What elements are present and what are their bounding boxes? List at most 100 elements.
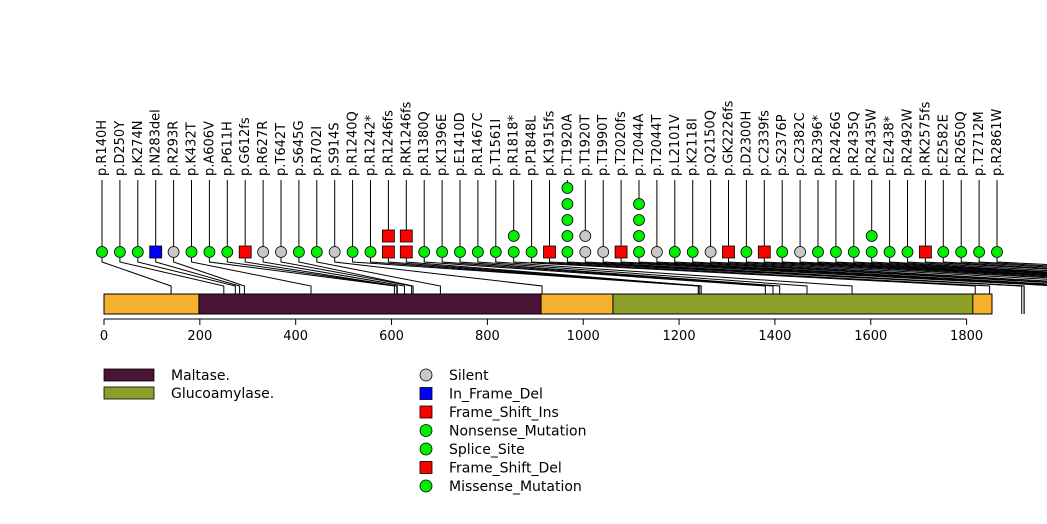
marker-p-r627r-1 — [257, 246, 270, 258]
marker-p-t2044a-3 — [633, 214, 645, 226]
mutation-label-p-k1915fs: p.K1915fs — [543, 110, 558, 176]
x-tick-label-1200: 1200 — [663, 329, 696, 344]
marker-p-t1920a-3 — [561, 214, 574, 226]
domain-glucoamylase — [612, 293, 974, 315]
mutation-label-p-r293r: p.R293R — [167, 121, 182, 176]
mutation-label-p-r2435q: p.R2435Q — [847, 111, 862, 176]
connector-p-r2650q — [960, 258, 1047, 268]
mutation-label-p-t1920a: p.T1920A — [560, 114, 575, 176]
mutation-label-p-a606v: p.A606V — [202, 121, 217, 176]
marker-p-t1920t-2 — [579, 230, 592, 242]
mutation-label-p-k432t: p.K432T — [185, 122, 200, 176]
legend-label-in-frame-del: In_Frame_Del — [449, 387, 543, 403]
marker-p-r1246fs-1 — [381, 245, 395, 259]
mutation-label-p-k274n: p.K274N — [131, 121, 146, 176]
marker-p-d2300h-1 — [740, 246, 753, 258]
mutation-label-p-c2339fs: p.C2339fs — [757, 110, 772, 176]
marker-p-e1410d-1 — [454, 246, 466, 258]
marker-p-p611h-1 — [221, 246, 234, 258]
connector-p-r2435w — [871, 258, 1047, 274]
marker-p-r1380q-1 — [418, 246, 431, 258]
mutation-label-p-rk2575fs: p.RK2575fs — [918, 101, 933, 176]
x-tick-label-400: 400 — [283, 329, 308, 344]
mutation-label-p-q2150q: p.Q2150Q — [704, 110, 719, 176]
legend-label-missense-mutation: Missense_Mutation — [449, 479, 582, 495]
mutation-label-p-e1410d: p.E1410D — [453, 112, 468, 176]
mutation-label-p-rk1246fs: p.RK1246fs — [399, 101, 414, 176]
marker-p-l2101v-1 — [668, 246, 681, 258]
marker-p-k2118i-1 — [686, 246, 699, 258]
marker-p-k432t-1 — [185, 246, 198, 258]
marker-p-c2382c-1 — [794, 246, 806, 258]
connector-p-r2426g — [835, 258, 1047, 275]
legend-marker-frame-shift-del — [419, 461, 433, 474]
marker-p-e2438-1 — [883, 246, 896, 258]
connector-p-d2300h — [745, 258, 1047, 279]
mutation-label-p-t642t: p.T642T — [274, 123, 289, 176]
mutation-label-p-n283del: p.N283del — [149, 109, 164, 176]
x-tick-label-200: 200 — [187, 329, 212, 344]
marker-p-r2435w-1 — [865, 246, 878, 258]
marker-p-t2020fs-1 — [614, 245, 628, 259]
x-tick-label-1400: 1400 — [758, 329, 791, 344]
connector-p-l2101v — [674, 258, 1047, 283]
mutation-label-p-r1380q: p.R1380Q — [417, 111, 432, 176]
mutation-label-p-p611h: p.P611H — [220, 121, 235, 176]
x-tick-label-1000: 1000 — [567, 329, 600, 344]
connector-p-r2492w — [907, 258, 1047, 272]
mutation-label-p-s645g: p.S645G — [292, 120, 307, 176]
mutation-label-p-r1818: p.R1818* — [507, 114, 522, 176]
lollipop-stems — [101, 180, 998, 252]
marker-p-t2044a-2 — [633, 230, 645, 242]
mutation-label-p-t2712m: p.T2712M — [972, 111, 987, 176]
x-tick-label-1600: 1600 — [854, 329, 887, 344]
mutation-label-p-r1467c: p.R1467C — [471, 112, 486, 176]
connector-p-t1920t — [584, 258, 1025, 314]
marker-p-d250y-1 — [114, 246, 126, 258]
connector-p-k2118i — [692, 258, 1047, 283]
legend-marker-frame-shift-ins — [419, 405, 433, 419]
marker-p-k1396e-1 — [436, 246, 449, 258]
mutation-label-p-d2300h: p.D2300H — [739, 111, 754, 176]
x-axis: 0 200 400 600 800 1000 1200 1400 1600 1800 — [100, 318, 983, 344]
legend-label-nonsense-mutation: Nonsense_Mutation — [449, 424, 586, 440]
mutation-label-p-r1242: p.R1242* — [364, 114, 379, 176]
marker-p-rk1246fs-2 — [399, 229, 413, 243]
mutation-label-p-r1246fs: p.R1246fs — [381, 110, 396, 176]
marker-p-gk2226fs-1 — [722, 245, 735, 259]
mutation-label-p-r702i: p.R702I — [310, 126, 325, 176]
legend-marker-missense-mutation — [419, 479, 433, 493]
marker-p-t2712m-1 — [973, 246, 985, 258]
mutation-label-p-r2492w: p.R2492W — [901, 108, 916, 176]
mutation-label-p-l2101v: p.L2101V — [668, 114, 683, 176]
legend-label-splice-site: Splice_Site — [449, 442, 525, 458]
legend-label-maltase: Maltase. — [171, 368, 230, 384]
connector-p-e2438 — [889, 258, 1047, 273]
domain-maltase — [198, 293, 542, 315]
marker-p-q2150q-1 — [704, 246, 717, 258]
marker-p-t1920a-4 — [561, 198, 574, 210]
x-tick-label-600: 600 — [379, 329, 404, 344]
legend-marker-nonsense-mutation — [419, 424, 433, 437]
mutation-type-legend: Silent In_Frame_Del Frame_Shift_Ins Nonsens… — [419, 368, 586, 495]
marker-p-t1920a-2 — [561, 230, 574, 242]
connector-p-r2396 — [817, 258, 1047, 276]
mutation-label-p-r2650q: p.R2650Q — [954, 111, 969, 176]
mutation-label-p-r2861w: p.R2861W — [990, 108, 1005, 176]
marker-p-k274n-1 — [131, 246, 144, 258]
marker-p-r2435w-2 — [865, 230, 878, 242]
marker-p-r2396-1 — [812, 246, 824, 258]
marker-p-t2044a-1 — [633, 246, 645, 258]
legend-label-frame-shift-del: Frame_Shift_Del — [449, 461, 562, 477]
marker-p-a606v-1 — [203, 246, 216, 258]
marker-p-p1848l-1 — [525, 246, 538, 258]
mutation-label-p-r2396: p.R2396* — [811, 114, 826, 176]
connector-p-t2020fs — [620, 258, 1047, 286]
marker-p-r2435q-1 — [847, 246, 860, 258]
mutation-label-p-k2118i: p.K2118I — [686, 118, 701, 176]
connector-p-s2376p — [781, 258, 1047, 277]
mutation-label-p-e2582e: p.E2582E — [936, 114, 951, 176]
marker-p-s914s-1 — [328, 246, 341, 258]
marker-p-c2339fs-1 — [757, 245, 771, 259]
marker-p-r293r-1 — [167, 246, 180, 258]
